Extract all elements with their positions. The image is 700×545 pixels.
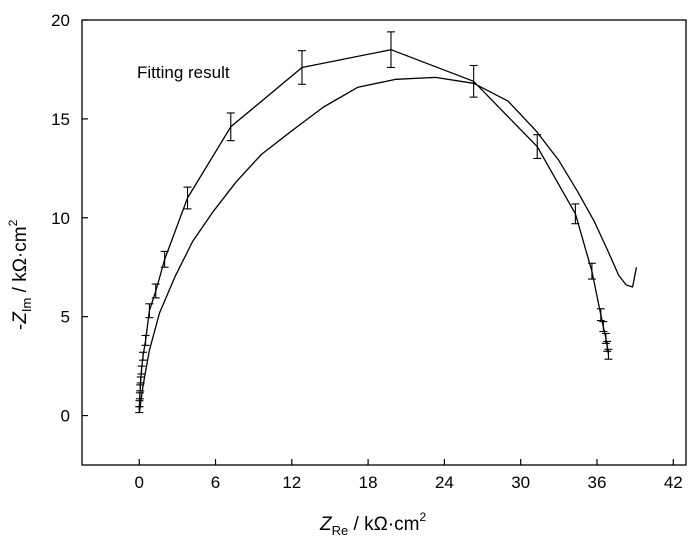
data-series — [135, 31, 638, 414]
y-axis-prefix: - — [10, 324, 31, 330]
y-tick-label: 0 — [61, 407, 70, 426]
fitted-series-line — [138, 76, 638, 412]
x-axis-superscript: 2 — [419, 510, 426, 524]
x-tick-label: 18 — [359, 473, 378, 492]
error-bar — [604, 348, 613, 360]
x-tick-label: 24 — [435, 473, 454, 492]
error-bar — [571, 203, 580, 225]
error-bar — [151, 283, 160, 299]
x-tick-label: 6 — [211, 473, 220, 492]
x-tick-label: 0 — [134, 473, 143, 492]
error-bar — [596, 308, 605, 322]
y-axis-symbol: Z — [10, 311, 31, 325]
error-bar — [599, 321, 608, 333]
error-bar — [141, 334, 150, 346]
error-bar — [587, 262, 596, 280]
y-axis-subscript: Im — [19, 298, 34, 312]
y-axis-unit: / kΩ·cm — [10, 226, 31, 297]
error-bar — [137, 365, 146, 375]
y-axis-title: -ZIm / kΩ·cm2 — [6, 219, 34, 330]
error-bar — [135, 392, 144, 400]
error-bar — [469, 64, 478, 98]
error-bar — [386, 31, 395, 69]
x-axis-unit: / kΩ·cm — [348, 514, 419, 535]
fitting-result-annotation: Fitting result — [137, 63, 230, 82]
error-bar — [533, 134, 542, 159]
y-tick-label: 15 — [51, 110, 70, 129]
axis-ticks: 0 6 12 18 24 30 36 42 0 5 10 15 20 — [51, 11, 683, 492]
y-tick-label: 5 — [61, 308, 70, 327]
x-tick-label: 30 — [511, 473, 530, 492]
error-bar — [145, 303, 154, 319]
error-bar — [135, 400, 144, 408]
error-bar — [183, 186, 192, 210]
x-tick-label: 42 — [664, 473, 683, 492]
x-axis-subscript: Re — [332, 523, 349, 538]
measured-series-line — [138, 49, 610, 410]
y-tick-label: 10 — [51, 209, 70, 228]
x-axis-symbol: Z — [319, 514, 333, 535]
error-bar — [160, 250, 169, 268]
y-axis-superscript: 2 — [6, 219, 20, 226]
plot-frame — [81, 19, 687, 466]
x-tick-label: 12 — [282, 473, 301, 492]
y-tick-label: 20 — [51, 11, 70, 30]
error-bar — [139, 351, 148, 361]
error-bar — [297, 50, 306, 85]
x-tick-label: 36 — [588, 473, 607, 492]
x-axis-title: ZRe / kΩ·cm2 — [319, 510, 426, 538]
error-bar — [226, 112, 235, 142]
